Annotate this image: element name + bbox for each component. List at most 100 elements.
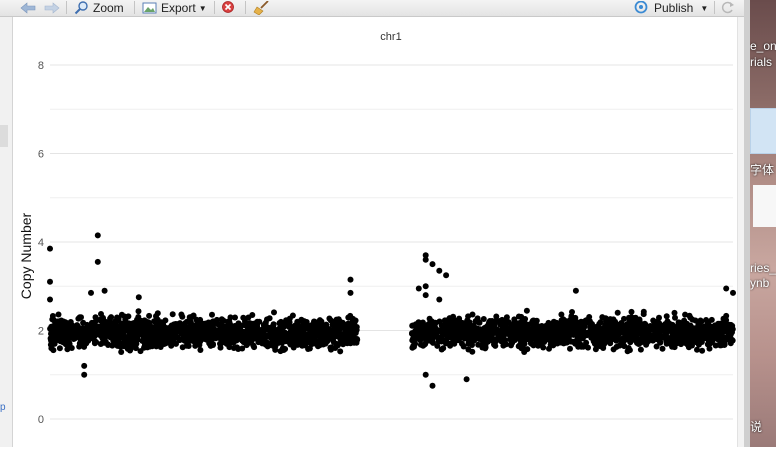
data-point — [708, 316, 715, 323]
data-point — [558, 332, 565, 339]
data-point — [633, 334, 640, 341]
data-point — [590, 338, 597, 345]
forward-arrow-icon — [44, 2, 60, 14]
forward-arrow-button[interactable] — [44, 0, 60, 16]
data-point — [597, 319, 604, 326]
clear-plots-button[interactable] — [253, 0, 271, 16]
desktop-folder-icon[interactable] — [750, 108, 776, 154]
data-point — [677, 328, 684, 335]
broom-icon — [253, 1, 269, 15]
data-point — [682, 321, 688, 328]
data-point — [218, 321, 225, 328]
data-point — [160, 324, 167, 331]
data-point — [97, 316, 104, 323]
data-point — [236, 333, 242, 340]
data-point — [234, 324, 241, 331]
data-point — [118, 326, 125, 333]
outlier-point — [94, 258, 101, 265]
chart-gridlines — [50, 64, 733, 420]
data-point — [468, 323, 475, 330]
copy-number-chart: 0 2 4 6 8 chr1 Copy Number — [18, 31, 736, 426]
data-point — [503, 341, 510, 348]
data-point — [409, 330, 415, 337]
outlier-point — [81, 371, 88, 378]
data-point — [76, 343, 83, 350]
data-point — [663, 324, 670, 330]
outlier-point — [723, 285, 730, 292]
data-point — [672, 333, 679, 340]
data-point — [626, 347, 633, 354]
data-point — [244, 326, 251, 333]
data-point — [139, 319, 146, 326]
y-tick-label: 8 — [38, 60, 44, 72]
data-point — [703, 317, 710, 323]
publish-button[interactable]: Publish ▼ — [633, 0, 708, 16]
data-point — [617, 323, 624, 330]
plot-toolbar: Zoom Export ▼ Publish ▼ — [0, 0, 744, 17]
data-point — [499, 316, 506, 323]
outlier-point — [47, 245, 53, 252]
data-point — [715, 327, 722, 334]
data-point — [209, 311, 215, 318]
data-point — [112, 334, 119, 341]
data-point — [523, 307, 530, 314]
data-point — [498, 331, 505, 338]
data-point — [146, 312, 153, 319]
data-point — [534, 329, 540, 336]
data-point — [663, 340, 670, 347]
data-point — [699, 347, 706, 354]
data-point — [517, 341, 524, 348]
data-point — [65, 330, 72, 337]
data-point — [557, 327, 564, 334]
outlier-point — [47, 278, 53, 285]
data-point — [177, 320, 183, 327]
data-point — [301, 318, 308, 325]
export-button[interactable]: Export ▼ — [142, 0, 207, 16]
data-point — [465, 346, 472, 353]
data-point — [469, 311, 476, 318]
desktop-document-icon[interactable] — [753, 185, 776, 227]
outlier-point — [347, 289, 354, 296]
zoom-button[interactable]: Zoom — [74, 0, 124, 16]
data-point — [144, 324, 151, 330]
data-point — [663, 313, 670, 320]
outlier-point — [730, 289, 736, 296]
data-point — [483, 334, 489, 341]
data-point — [476, 328, 483, 335]
plot-scrollbar[interactable] — [737, 17, 745, 447]
refresh-button[interactable] — [720, 0, 736, 16]
outlier-point — [429, 382, 436, 389]
outlier-point — [94, 232, 101, 239]
data-point — [515, 313, 522, 320]
data-point — [695, 335, 702, 342]
data-point — [436, 318, 443, 325]
data-point — [726, 323, 733, 330]
data-point — [491, 329, 498, 336]
outlier-point — [47, 296, 53, 303]
data-point — [168, 339, 175, 345]
data-point — [198, 328, 204, 334]
data-point — [651, 320, 658, 327]
data-point — [577, 343, 584, 350]
data-point — [118, 334, 125, 341]
desktop-file-label: 字体 — [750, 163, 775, 177]
data-point — [649, 337, 656, 344]
zoom-magnifier-icon — [74, 1, 88, 15]
data-point — [243, 334, 250, 341]
data-point — [187, 316, 193, 323]
data-point — [130, 328, 137, 335]
data-point — [180, 336, 187, 343]
data-point — [134, 316, 140, 323]
data-point — [547, 341, 554, 348]
data-point — [488, 321, 495, 327]
back-arrow-button[interactable] — [20, 0, 36, 16]
data-point — [226, 344, 233, 351]
data-point — [438, 337, 445, 344]
desktop-file-label: ries_ — [750, 261, 776, 275]
data-point — [420, 342, 427, 349]
data-point — [170, 322, 176, 329]
data-point — [271, 309, 277, 316]
outlier-point — [422, 283, 429, 290]
data-point — [678, 341, 684, 348]
remove-plot-button[interactable] — [221, 0, 235, 16]
